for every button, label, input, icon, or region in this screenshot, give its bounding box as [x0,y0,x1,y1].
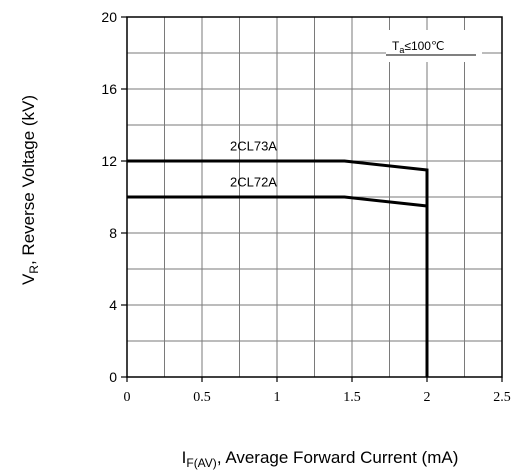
ticks: 0 4 8 12 16 20 0 0.5 1 1.5 2 2.5 [101,9,510,405]
y-tick-label: 12 [101,153,117,169]
y-tick-label: 16 [101,81,117,97]
y-axis-title: VR, Reverse Voltage (kV) [19,95,41,285]
y-tick-label: 4 [109,297,117,313]
plot-frame [126,16,503,378]
series-label-2CL72A: 2CL72A [230,175,277,190]
x-tick-label: 0 [124,390,131,405]
x-tick-label: 1.5 [343,390,361,405]
x-tick-label: 1 [274,390,281,405]
annotation-box [386,30,482,62]
y-tick-label: 0 [109,369,117,385]
series-line-2CL72A [127,195,429,377]
x-tick-label: 2 [424,390,431,405]
y-tick-label: 20 [101,9,117,25]
x-tick-label: 2.5 [493,390,511,405]
annotation-text: Ta≤100℃ [392,39,444,55]
series-label-2CL73A: 2CL73A [230,139,277,154]
x-axis-title: IF(AV), Average Forward Current (mA) [182,448,459,470]
y-tick-label: 8 [109,225,117,241]
x-tick-label: 0.5 [193,390,211,405]
series-layer [127,159,429,377]
